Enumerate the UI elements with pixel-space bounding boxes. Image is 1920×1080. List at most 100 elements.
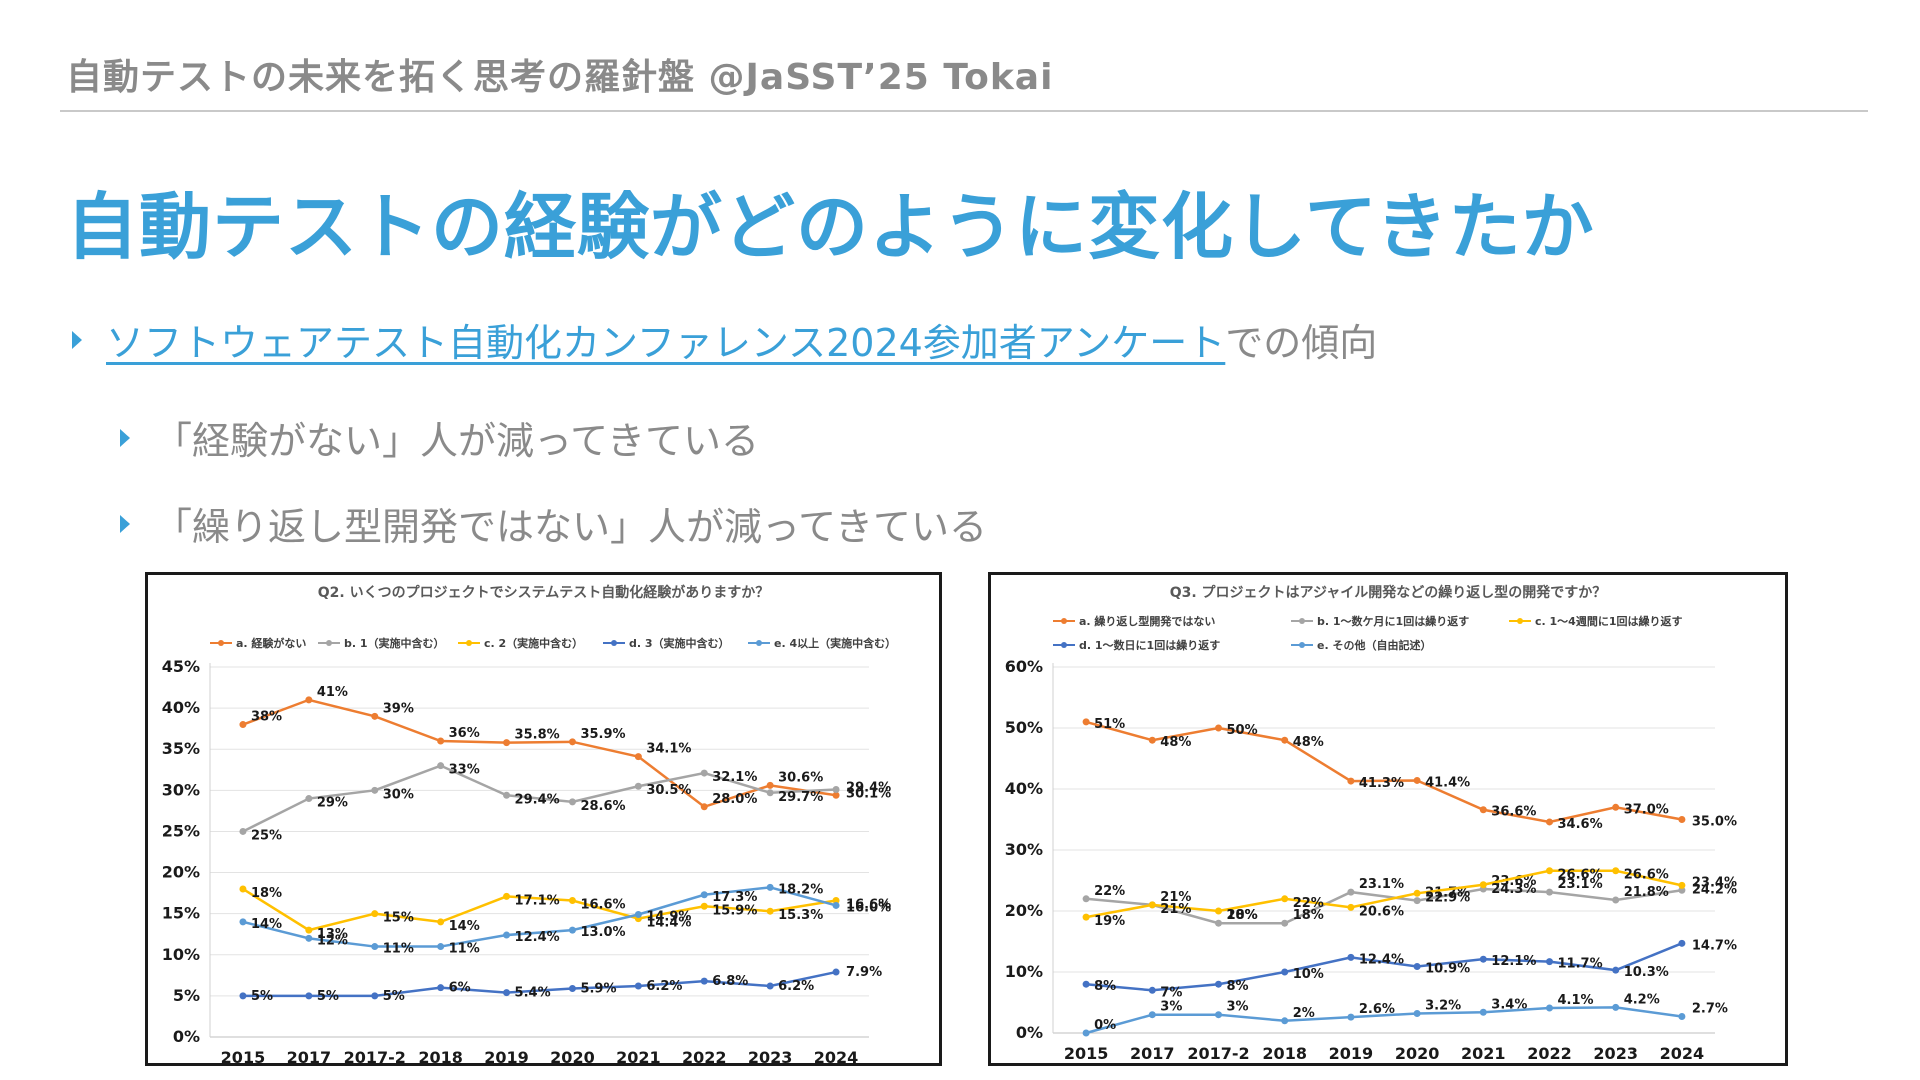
q3-series-line [1085,869,1683,919]
q2-data-label: 5% [383,989,405,1004]
q3-data-point [1413,1009,1421,1017]
q2-data-point [437,918,445,926]
q3-data-label: 48% [1293,735,1324,750]
q3-data-label: 48% [1160,735,1191,750]
q3-data-point [1413,889,1421,897]
q2-series-line [242,886,837,948]
q2-data-point [568,738,576,746]
q3-data-point [1148,736,1156,744]
q2-data-label: 6% [449,981,471,996]
survey-link[interactable]: ソフトウェアテスト自動化カンファレンス2024参加者アンケート [106,321,1226,365]
q3-data-point [1479,881,1487,889]
q3-data-label: 8% [1227,979,1249,994]
q3-data-label: 3% [1160,1000,1182,1015]
q3-data-point [1612,803,1620,811]
q3-data-point [1281,895,1289,903]
q2-data-label: 14.4% [646,916,691,931]
q3-data-point [1479,1008,1487,1016]
q3-data-label: 2% [1293,1006,1315,1021]
q3-x-tick: 2017 [1130,1044,1175,1063]
q3-data-point [1678,939,1686,947]
q2-data-point [568,984,576,992]
q2-series-line [242,698,837,809]
q2-data-point [371,992,379,1000]
q2-x-tick: 2017 [287,1048,332,1063]
q3-data-label: 50% [1227,723,1258,738]
q2-data-point [832,901,840,909]
chart-q2-frame: Q2. いくつのプロジェクトでシステムテスト自動化経験がありますか？ a. 経験が… [145,572,942,1066]
q2-data-point [700,977,708,985]
q3-x-tick: 2017-2 [1187,1044,1249,1063]
q3-data-label: 37.0% [1624,802,1669,817]
q2-data-point [371,910,379,918]
q3-data-point [1347,953,1355,961]
q3-x-tick: 2015 [1064,1044,1109,1063]
q2-x-tick: 2018 [418,1048,463,1063]
q3-data-point [1082,895,1090,903]
q2-data-point [437,984,445,992]
q3-data-label: 10.9% [1425,962,1470,977]
q3-legend-label: b. 1～数ケ月に1回は繰り返す [1317,614,1469,628]
q2-data-point [766,907,774,915]
q3-data-label: 22% [1094,884,1125,899]
q3-data-label: 20.6% [1359,904,1404,919]
q2-data-label: 5% [251,989,273,1004]
q2-data-label: 35.9% [580,727,625,742]
q3-title: Q3. プロジェクトはアジャイル開発などの繰り返し型の開発ですか？ [1170,584,1607,601]
q2-x-tick: 2021 [616,1048,661,1063]
q3-data-label: 7% [1160,985,1182,1000]
q3-data-point [1479,955,1487,963]
q3-data-point [1281,1017,1289,1025]
q2-y-tick: 5% [173,986,200,1005]
q3-data-label: 3.2% [1425,998,1461,1013]
q3-data-point [1215,919,1222,927]
bullet-triangle-icon [120,428,130,447]
q3-data-label: 51% [1094,717,1125,732]
q2-x-tick: 2024 [814,1048,859,1063]
q3-data-point [1148,986,1156,994]
q2-data-point [239,827,247,835]
q3-data-label: 35.0% [1692,815,1737,830]
q2-x-tick: 2023 [748,1048,793,1063]
q3-data-point [1413,963,1421,971]
q2-data-label: 14% [449,919,480,934]
chart-q2: Q2. いくつのプロジェクトでシステムテスト自動化経験がありますか？ a. 経験が… [162,584,896,1063]
q3-data-point [1082,980,1090,988]
q2-data-label: 39% [383,701,414,716]
q2-legend-marker [756,640,762,646]
q3-data-point [1546,888,1553,896]
q3-data-point [1678,881,1686,889]
q3-data-label: 4.2% [1624,992,1660,1007]
q2-series-line [242,887,837,932]
q3-data-label: 34.6% [1558,817,1603,832]
q3-data-label: 23.6% [1491,874,1536,889]
q3-y-tick: 40% [1005,779,1043,798]
q2-y-tick: 25% [162,821,200,840]
q3-data-label: 23.1% [1558,877,1603,892]
q2-data-point [239,918,247,926]
q2-legend-marker [326,640,332,646]
q2-data-point [503,739,511,747]
q3-legend-marker [1061,642,1067,648]
q2-data-label: 11% [449,942,480,957]
q2-legend-label: a. 経験がない [236,636,306,650]
q2-data-label: 29.7% [778,790,823,805]
q2-data-label: 28.0% [712,792,757,807]
q3-data-point [1347,888,1355,896]
q3-data-label: 21% [1160,902,1191,917]
q2-data-label: 33% [449,763,480,778]
q2-data-label: 6.2% [646,979,682,994]
q3-data-point [1479,806,1487,814]
q2-legend-label: e. 4以上（実施中含む） [774,636,896,650]
q3-data-point [1546,958,1553,966]
q3-legend-marker [1061,618,1067,624]
q2-y-tick: 35% [162,739,200,758]
q3-data-point [1215,1011,1222,1019]
q3-legend-label: c. 1～4週間に1回は繰り返す [1535,614,1683,628]
q2-legend-label: c. 2（実施中含む） [484,636,583,650]
q3-legend-marker [1299,618,1305,624]
q3-legend-marker [1299,642,1305,648]
q2-data-point [832,968,840,976]
q3-data-label: 18% [1293,908,1324,923]
q3-data-point [1347,903,1355,911]
